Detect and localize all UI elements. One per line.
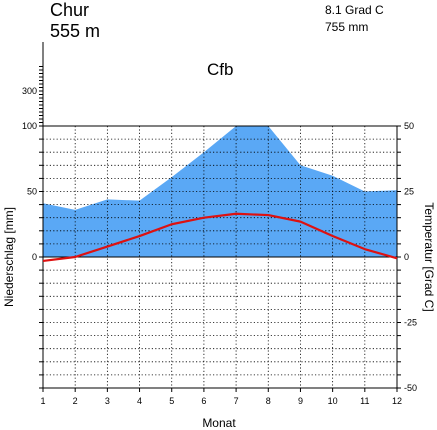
- x-tick-label: 5: [169, 396, 174, 406]
- x-axis-label: Monat: [202, 416, 236, 430]
- temperature-line: [42, 212, 398, 263]
- axes-layer: [39, 42, 401, 392]
- left-tick-label: 100: [22, 121, 37, 131]
- x-tick-label: 9: [298, 396, 303, 406]
- x-tick-label: 8: [266, 396, 271, 406]
- y-axis-left-label: Niederschlag [mm]: [2, 207, 16, 307]
- station-name: Chur: [50, 0, 90, 20]
- x-tick-label: 4: [137, 396, 142, 406]
- left-tick-label: 300: [22, 86, 37, 96]
- right-tick-label: -50: [404, 383, 417, 393]
- temperature-layer: [42, 212, 398, 263]
- x-tick-label: 3: [105, 396, 110, 406]
- x-tick-label: 2: [73, 396, 78, 406]
- left-tick-label: 0: [32, 252, 37, 262]
- x-tick-label: 12: [392, 396, 402, 406]
- x-tick-label: 6: [201, 396, 206, 406]
- station-elevation: 555 m: [50, 21, 101, 41]
- left-tick-label: 50: [27, 187, 37, 197]
- x-tick-label: 10: [328, 396, 338, 406]
- annual-precipitation: 755 mm: [325, 20, 369, 34]
- right-tick-label: 25: [404, 187, 414, 197]
- right-tick-label: 0: [404, 252, 409, 262]
- y-axis-right-label: Temperatur [Grad C]: [422, 202, 436, 311]
- x-tick-label: 11: [360, 396, 369, 406]
- x-tick-label: 7: [234, 396, 239, 406]
- right-tick-label: -25: [404, 318, 417, 328]
- x-tick-label: 1: [40, 396, 45, 406]
- grid-layer: [42, 126, 398, 388]
- mean-temperature: 8.1 Grad C: [325, 3, 384, 17]
- right-tick-label: 50: [404, 121, 414, 131]
- climate-classification: Cfb: [207, 60, 234, 79]
